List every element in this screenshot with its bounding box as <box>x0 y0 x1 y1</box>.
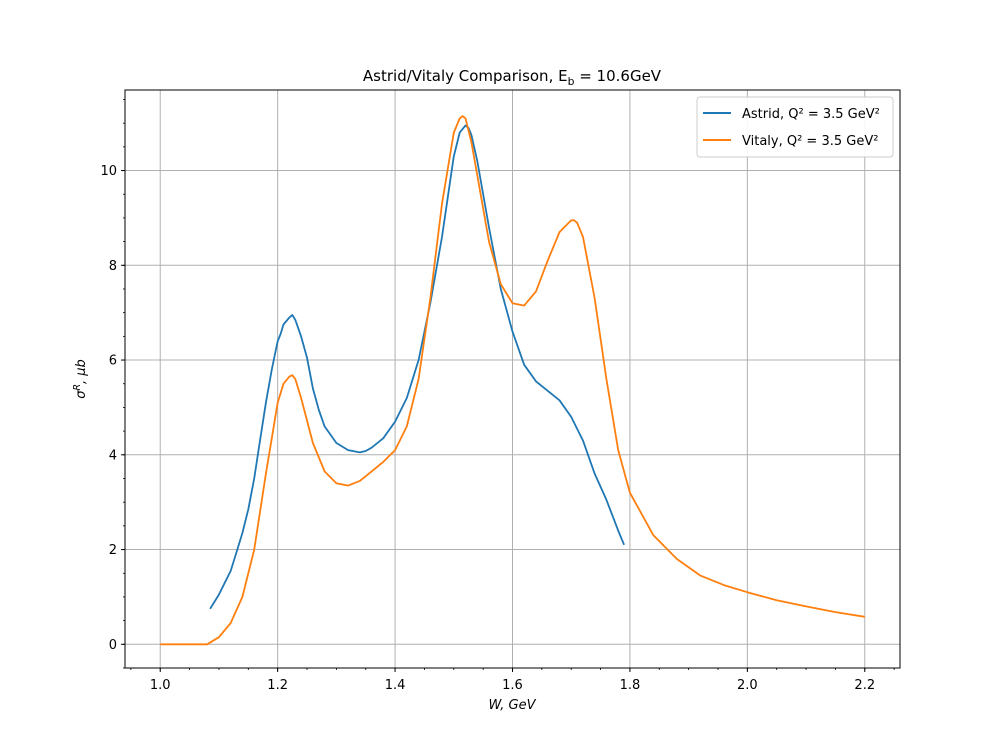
series-line-1 <box>209 124 625 610</box>
x-tick-label: 1.4 <box>385 678 406 693</box>
legend-entry-label: Astrid, Q² = 3.5 GeV² <box>742 107 880 122</box>
x-tick-label: 2.2 <box>854 678 875 693</box>
ticks: 1.0 1.2 1.4 1.6 1.8 2.0 2.2 0 2 4 6 8 10 <box>100 99 895 693</box>
y-tick-label: 2 <box>109 543 117 558</box>
x-axis-label: W, GeV <box>488 698 536 713</box>
series-line-2 <box>160 115 865 646</box>
x-tick-label: 1.2 <box>267 678 288 693</box>
chart-title: Astrid/Vitaly Comparison, Eb = 10.6GeV <box>363 67 662 88</box>
legend-entry-label: Vitaly, Q² = 3.5 GeV² <box>742 134 878 149</box>
x-tick-label: 2.0 <box>737 678 758 693</box>
x-tick-label: 1.6 <box>502 678 523 693</box>
legend-box <box>696 96 894 158</box>
legend: Astrid, Q² = 3.5 GeV² Vitaly, Q² = 3.5 Ge… <box>696 96 894 158</box>
series-layer <box>160 115 865 646</box>
y-axis-label: σR, μb <box>72 359 89 399</box>
y-tick-label: 0 <box>109 638 117 653</box>
y-tick-label: 8 <box>109 259 117 274</box>
y-tick-label: 6 <box>109 354 117 369</box>
x-tick-label: 1.0 <box>150 678 171 693</box>
y-tick-label: 4 <box>109 448 117 463</box>
y-tick-label: 10 <box>100 164 117 179</box>
x-tick-label: 1.8 <box>620 678 641 693</box>
